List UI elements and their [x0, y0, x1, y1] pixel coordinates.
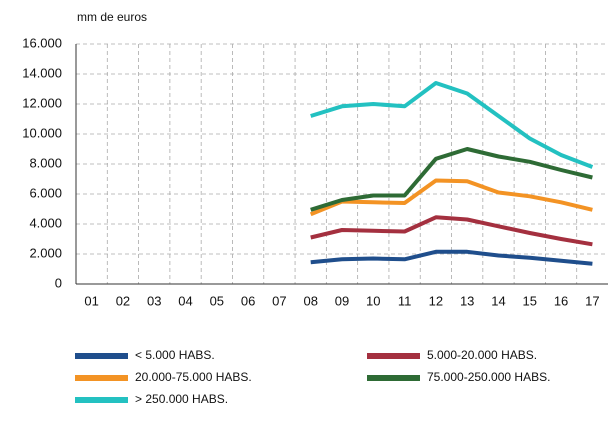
x-tick-label: 03 — [147, 293, 161, 308]
x-tick-label: 11 — [398, 293, 412, 308]
x-tick-label: 14 — [491, 293, 505, 308]
x-tick-label: 15 — [523, 293, 537, 308]
series-line — [310, 147, 593, 212]
y-tick-label: 4.000 — [29, 215, 62, 230]
series-line — [309, 178, 593, 217]
legend-label: 20.000-75.000 HABS. — [135, 370, 252, 384]
y-tick-label: 10.000 — [22, 125, 62, 140]
legend-label: > 250.000 HABS. — [135, 392, 228, 406]
x-tick-label: 17 — [585, 293, 599, 308]
x-tick-label: 07 — [272, 293, 286, 308]
x-tick-label: 08 — [303, 293, 317, 308]
x-tick-label: 05 — [210, 293, 224, 308]
y-tick-label: 16.000 — [22, 35, 62, 50]
y-tick-label: 6.000 — [29, 185, 62, 200]
series-line — [310, 81, 594, 169]
legend-swatch — [75, 397, 128, 403]
x-tick-label: 04 — [178, 293, 192, 308]
x-tick-label: 02 — [116, 293, 130, 308]
y-tick-label: 14.000 — [22, 65, 62, 80]
x-tick-label: 12 — [429, 293, 443, 308]
legend-swatch — [75, 353, 128, 359]
x-tick-label: 01 — [84, 293, 98, 308]
legend-swatch — [367, 353, 420, 359]
x-tick-label: 10 — [366, 293, 380, 308]
y-tick-label: 2.000 — [29, 245, 62, 260]
series-line — [310, 215, 593, 247]
y-tick-label: 0 — [55, 275, 62, 290]
legend-label: < 5.000 HABS. — [135, 348, 215, 362]
y-tick-label: 8.000 — [29, 155, 62, 170]
y-tick-label: 12.000 — [22, 95, 62, 110]
x-tick-label: 09 — [335, 293, 349, 308]
x-tick-label: 13 — [460, 293, 474, 308]
legend-label: 75.000-250.000 HABS. — [427, 370, 550, 384]
series-line — [310, 249, 593, 266]
legend-swatch — [367, 375, 420, 381]
y-axis-label: mm de euros — [77, 10, 147, 24]
x-tick-label: 06 — [241, 293, 255, 308]
legend-label: 5.000-20.000 HABS. — [427, 348, 537, 362]
legend-swatch — [75, 375, 128, 381]
x-tick-label: 16 — [554, 293, 568, 308]
